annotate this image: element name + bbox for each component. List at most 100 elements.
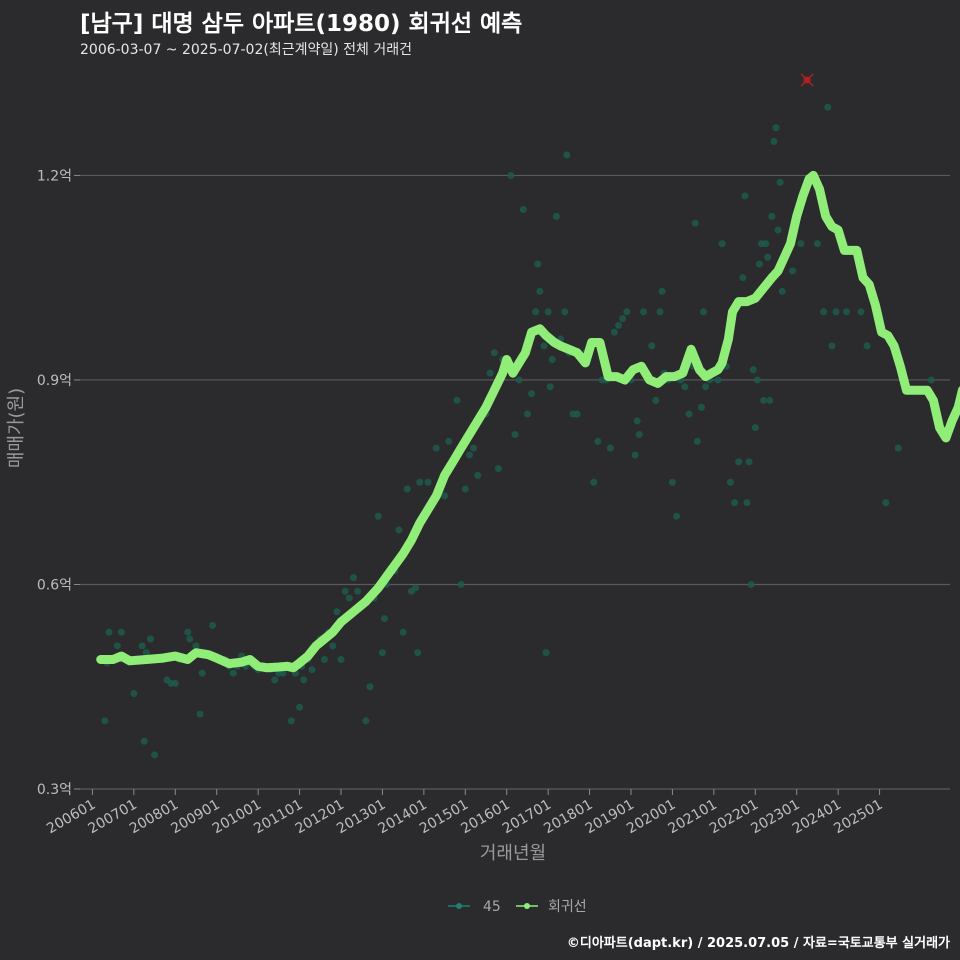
y-tick-label-1: 0.6억 [37,577,72,593]
scatter-point [776,178,784,186]
y-tick-label-0: 0.3억 [37,782,72,798]
scatter-point [337,655,345,663]
scatter-point [882,499,890,507]
scatter-point [457,580,465,588]
scatter-point [424,478,432,486]
y-tick-label-2: 0.9억 [37,373,72,389]
scatter-point [186,635,194,643]
scatter-point [656,308,664,316]
scatter-point [366,683,374,691]
scatter-point [857,308,865,316]
scatter-point [726,478,734,486]
scatter-point [333,608,341,616]
regression-line-series [96,170,960,673]
scatter-point [774,226,782,234]
legend-label-regression: 회귀선 [548,899,587,915]
scatter-point [685,410,693,418]
scatter-point [544,308,552,316]
scatter-point [789,267,797,275]
scatter-point [354,587,362,595]
scatter-point [747,580,755,588]
legend: 45 회귀선 [448,899,587,915]
scatter-point [749,366,757,374]
credit-footer: ©디아파트(dapt.kr) / 2025.07.05 / 자료=국토교통부 실… [566,936,950,951]
scatter-point [894,444,902,452]
scatter-point [633,417,641,425]
scatter-point [138,642,146,650]
scatter-point [494,465,502,473]
scatter-point [635,431,643,438]
outlier-cross-b [800,73,814,87]
scatter-point [374,512,382,520]
scatter-point [461,485,469,493]
scatter-point [542,649,550,657]
scatter-point [271,676,279,684]
scatter-point [329,642,337,650]
scatter-point [563,151,571,159]
scatter-point [511,431,519,438]
scatter-point [300,676,308,684]
scatter-point [536,287,544,295]
scatter-point [416,478,424,486]
y-axis-ticks: 0.3억 0.6억 0.9억 1.2억 [37,168,80,798]
outlier-marker-group [800,73,814,87]
scatter-point [652,396,660,404]
grid-lines [80,174,950,790]
scatter-point [296,703,304,711]
scatter-point [739,274,747,282]
scatter-point [681,383,689,391]
scatter-point [490,349,498,357]
scatter-point [842,308,850,316]
scatter-point [762,240,770,248]
scatter-point [658,287,666,295]
scatter-point [432,444,440,452]
scatter-point [718,240,726,248]
scatter-point [824,103,832,111]
x-axis-title: 거래년월 [480,843,546,864]
scatter-point [507,171,515,179]
scatter-point [113,642,121,650]
scatter-point [610,328,618,336]
scatter-point [279,669,287,677]
scatter-point [515,376,523,384]
scatter-point [552,212,560,220]
scatter-point [546,383,554,391]
scatter-point [573,410,581,418]
scatter-point [287,717,295,725]
scatter-point [751,424,759,432]
legend-label-45: 45 [483,899,501,915]
scatter-point [619,315,627,323]
scatter-point [534,260,542,268]
scatter-point [378,649,386,657]
scatter-point [764,253,772,261]
scatter-point [745,458,753,466]
scatter-point [395,526,403,534]
scatter-point [697,403,705,411]
scatter-point [308,666,316,674]
scatter-point [151,751,159,759]
chart-title: [남구] 대명 삼두 아파트(1980) 회귀선 예측 [80,11,523,37]
scatter-point [146,635,154,643]
scatter-point [832,308,840,316]
scatter-point [731,499,739,507]
scatter-point [702,383,710,391]
scatter-point [631,451,639,459]
scatter-point [412,584,420,592]
scatter-point [540,342,548,350]
scatter-point [741,192,749,200]
scatter-point [735,458,743,466]
scatter-point [561,308,569,316]
scatter-point [184,628,192,636]
scatter-point [755,260,763,268]
y-axis-title: 매매가(원) [6,388,27,468]
x-axis-ticks: 2006012007012008012009012010012011012012… [44,789,886,837]
scatter-point [470,444,478,452]
scatter-point [345,594,353,602]
scatter-point [813,240,821,248]
scatter-point [532,308,540,316]
scatter-point [486,369,494,377]
scatter-point [753,376,761,384]
scatter-point [668,478,676,486]
scatter-point [209,621,217,629]
scatter-point [648,342,656,350]
